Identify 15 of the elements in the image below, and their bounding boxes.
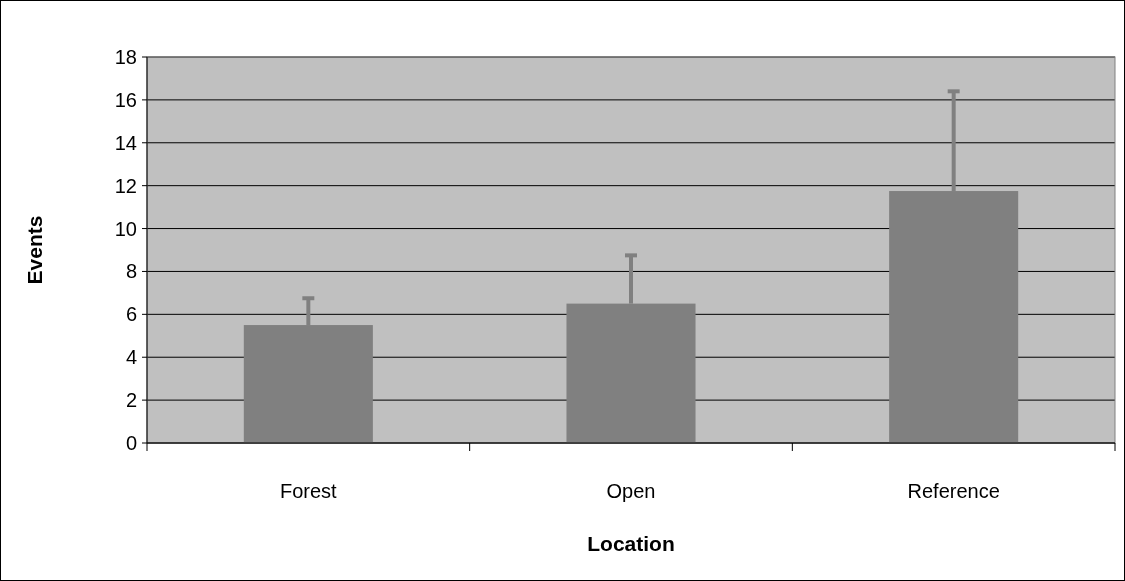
y-tick-label: 12	[114, 174, 137, 197]
y-tick-label: 6	[125, 303, 137, 326]
y-tick-label: 4	[125, 346, 137, 369]
y-axis-title: Events	[23, 215, 46, 285]
y-tick-label: 14	[114, 131, 137, 154]
x-axis-title: Location	[587, 532, 675, 555]
y-tick-label: 10	[114, 217, 137, 240]
x-tick-label: Forest	[279, 480, 338, 502]
x-tick-label: Open	[606, 480, 656, 502]
y-tick-label: 8	[125, 260, 137, 283]
y-tick-label: 0	[125, 432, 137, 454]
y-tick-label: 18	[114, 46, 137, 68]
y-tick-label: 16	[114, 88, 137, 111]
x-tick-label: Reference	[907, 480, 1000, 502]
y-tick-label: 2	[125, 389, 137, 412]
